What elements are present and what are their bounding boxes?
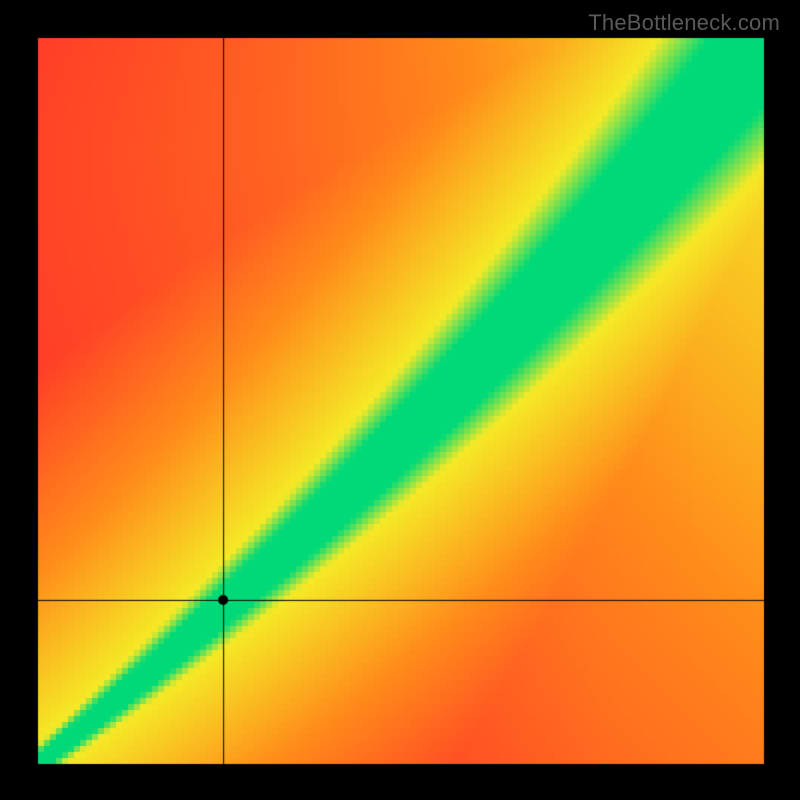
watermark-text: TheBottleneck.com: [588, 10, 780, 36]
chart-container: TheBottleneck.com: [0, 0, 800, 800]
heatmap-canvas: [0, 0, 800, 800]
